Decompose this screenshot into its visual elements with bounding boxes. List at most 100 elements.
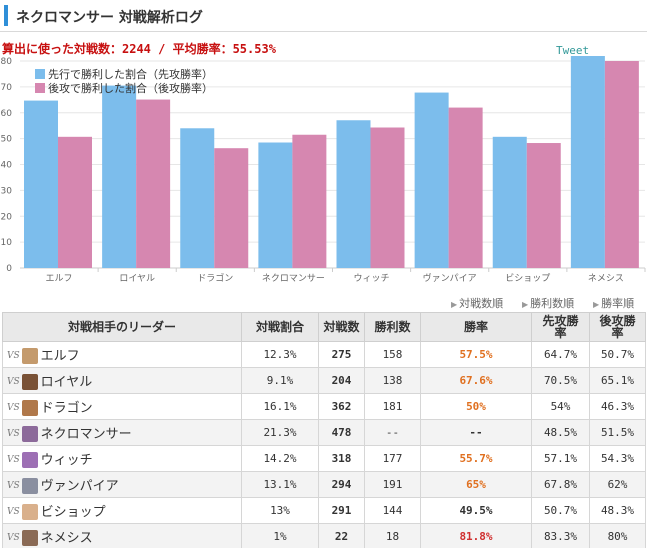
first-rate-cell: 48.5% bbox=[531, 419, 590, 446]
rate-cell: 67.6% bbox=[420, 367, 532, 394]
second-rate-bar bbox=[448, 107, 483, 268]
first-rate-bar bbox=[258, 142, 293, 268]
leader-avatar-icon bbox=[21, 452, 38, 469]
leader-cell: VS ドラゴン bbox=[2, 393, 242, 420]
second-rate-cell: 54.3% bbox=[589, 445, 646, 472]
table-row[interactable]: VS ネクロマンサー 21.3% 478 -- -- 48.5% 51.5% bbox=[2, 419, 646, 446]
triangle-right-icon: ▶ bbox=[522, 300, 529, 309]
vs-label: VS bbox=[7, 507, 20, 518]
leader-cell: VS ロイヤル bbox=[2, 367, 242, 394]
first-rate-bar bbox=[102, 85, 137, 268]
matchup-table: 対戦相手のリーダー 対戦割合 対戦数 勝利数 勝率 先攻勝率 後攻勝率 VS エル… bbox=[2, 312, 646, 548]
sort-by-games-link[interactable]: ▶ 対戦数順 bbox=[451, 295, 503, 311]
first-rate-cell: 70.5% bbox=[531, 367, 590, 394]
x-tick-label: ドラゴン bbox=[197, 272, 233, 284]
second-rate-bar bbox=[292, 134, 327, 268]
games-cell: 291 bbox=[318, 497, 365, 524]
x-tick-label: ネクロマンサー bbox=[262, 273, 325, 284]
rate-cell: 55.7% bbox=[420, 445, 532, 472]
column-header-leader[interactable]: 対戦相手のリーダー bbox=[2, 312, 242, 342]
y-tick-label: 60 bbox=[1, 109, 13, 119]
vs-label: VS bbox=[7, 455, 20, 466]
vs-label: VS bbox=[7, 377, 20, 388]
second-rate-bar bbox=[214, 148, 249, 268]
vs-label: VS bbox=[7, 481, 20, 492]
rate-cell: 65% bbox=[420, 471, 532, 498]
share-cell: 13.1% bbox=[241, 471, 319, 498]
games-cell: 204 bbox=[318, 367, 365, 394]
share-cell: 9.1% bbox=[241, 367, 319, 394]
share-cell: 12.3% bbox=[241, 341, 319, 368]
wins-cell: 181 bbox=[364, 393, 421, 420]
games-cell: 362 bbox=[318, 393, 365, 420]
sort-by-wins-label: 勝利数順 bbox=[530, 297, 575, 310]
second-rate-bar bbox=[136, 99, 171, 269]
rate-cell: -- bbox=[420, 419, 532, 446]
legend-swatch bbox=[35, 83, 45, 93]
column-header-games[interactable]: 対戦数 bbox=[318, 312, 365, 342]
sort-by-rate-link[interactable]: ▶ 勝率順 bbox=[593, 295, 634, 311]
leader-name: ビショップ bbox=[40, 504, 106, 520]
first-rate-bar bbox=[336, 120, 371, 268]
wins-cell: -- bbox=[364, 419, 421, 446]
leader-avatar-icon bbox=[21, 478, 38, 495]
leader-cell: VS ヴァンパイア bbox=[2, 471, 242, 498]
legend-label: 先行で勝利した割合（先攻勝率） bbox=[48, 67, 213, 81]
column-header-wins[interactable]: 勝利数 bbox=[364, 312, 421, 342]
wins-cell: 138 bbox=[364, 367, 421, 394]
second-rate-bar bbox=[58, 136, 92, 268]
legend-swatch bbox=[35, 69, 45, 79]
first-rate-cell: 64.7% bbox=[531, 341, 590, 368]
second-rate-cell: 80% bbox=[589, 523, 646, 548]
y-tick-label: 50 bbox=[1, 135, 13, 145]
share-cell: 13% bbox=[241, 497, 319, 524]
second-rate-bar bbox=[370, 127, 405, 268]
y-tick-label: 0 bbox=[6, 264, 12, 274]
table-row[interactable]: VS エルフ 12.3% 275 158 57.5% 64.7% 50.7% bbox=[2, 341, 646, 368]
second-rate-bar bbox=[604, 61, 639, 268]
leader-name: ヴァンパイア bbox=[40, 478, 119, 494]
leader-name: ウィッチ bbox=[40, 452, 93, 468]
x-tick-label: ネメシス bbox=[588, 273, 624, 284]
table-row[interactable]: VS ウィッチ 14.2% 318 177 55.7% 57.1% 54.3% bbox=[2, 445, 646, 472]
wins-cell: 158 bbox=[364, 341, 421, 368]
table-row[interactable]: VS ビショップ 13% 291 144 49.5% 50.7% 48.3% bbox=[2, 497, 646, 524]
table-row[interactable]: VS ドラゴン 16.1% 362 181 50% 54% 46.3% bbox=[2, 393, 646, 420]
leader-name: ネメシス bbox=[40, 530, 93, 546]
first-rate-cell: 54% bbox=[531, 393, 590, 420]
x-tick-label: ヴァンパイア bbox=[423, 272, 477, 284]
header-accent-bar bbox=[4, 5, 8, 26]
second-rate-cell: 50.7% bbox=[589, 341, 646, 368]
first-rate-cell: 50.7% bbox=[531, 497, 590, 524]
triangle-right-icon: ▶ bbox=[593, 300, 600, 309]
table-row[interactable]: VS ヴァンパイア 13.1% 294 191 65% 67.8% 62% bbox=[2, 471, 646, 498]
sort-by-wins-link[interactable]: ▶ 勝利数順 bbox=[522, 295, 574, 311]
page-header: ネクロマンサー 対戦解析ログ bbox=[0, 0, 647, 32]
first-rate-bar bbox=[570, 56, 605, 269]
y-tick-label: 30 bbox=[1, 186, 13, 196]
column-header-second-rate[interactable]: 後攻勝率 bbox=[589, 312, 646, 342]
first-rate-bar bbox=[492, 136, 527, 268]
tweet-link[interactable]: Tweet bbox=[556, 44, 590, 57]
y-tick-label: 20 bbox=[1, 212, 13, 222]
rate-cell: 50% bbox=[420, 393, 532, 420]
leader-avatar-icon bbox=[21, 400, 38, 417]
page-title: ネクロマンサー 対戦解析ログ bbox=[16, 10, 203, 26]
column-header-first-rate[interactable]: 先攻勝率 bbox=[531, 312, 590, 342]
column-header-rate[interactable]: 勝率 bbox=[420, 312, 532, 342]
first-rate-bar bbox=[180, 128, 215, 268]
games-cell: 294 bbox=[318, 471, 365, 498]
column-header-share[interactable]: 対戦割合 bbox=[241, 312, 319, 342]
rate-cell: 81.8% bbox=[420, 523, 532, 548]
vs-label: VS bbox=[7, 403, 20, 414]
triangle-right-icon: ▶ bbox=[451, 300, 458, 309]
table-row[interactable]: VS ロイヤル 9.1% 204 138 67.6% 70.5% 65.1% bbox=[2, 367, 646, 394]
table-row[interactable]: VS ネメシス 1% 22 18 81.8% 83.3% 80% bbox=[2, 523, 646, 548]
rate-cell: 57.5% bbox=[420, 341, 532, 368]
vs-label: VS bbox=[7, 533, 20, 544]
x-tick-label: ビショップ bbox=[505, 273, 550, 284]
leader-name: ネクロマンサー bbox=[40, 426, 132, 442]
leader-cell: VS ビショップ bbox=[2, 497, 242, 524]
first-rate-cell: 67.8% bbox=[531, 471, 590, 498]
legend-label: 後攻で勝利した割合（後攻勝率） bbox=[48, 81, 213, 95]
